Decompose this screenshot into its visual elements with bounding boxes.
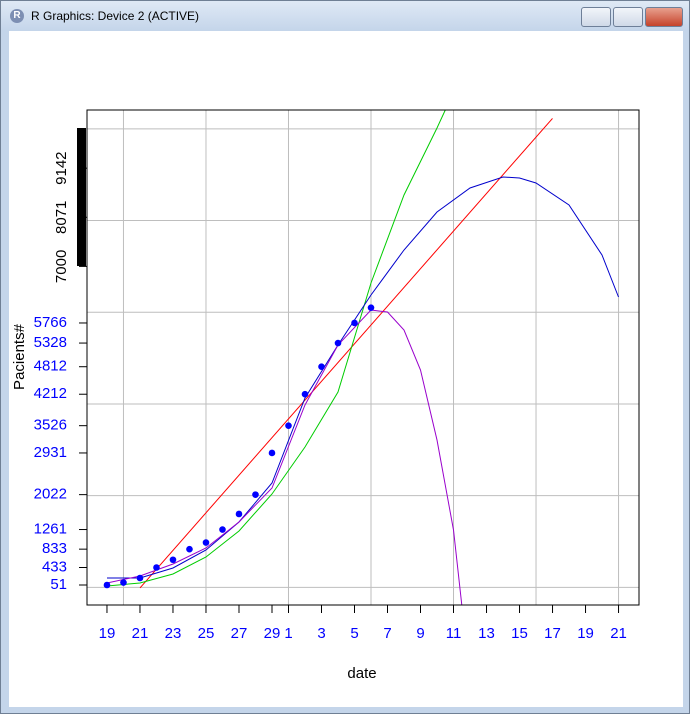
x-tick-label: 3 <box>317 625 325 642</box>
data-point <box>103 581 111 589</box>
maximize-button[interactable] <box>613 7 643 27</box>
data-point <box>334 339 342 347</box>
axes: 19 21 23 25 27 29 1 3 5 7 9 11 13 15 17 19 2151433833126… <box>34 151 627 641</box>
y-tick-label: 433 <box>42 558 67 575</box>
y-axis-label: Pacients# <box>11 323 28 390</box>
y-tick-label: 833 <box>42 540 67 557</box>
x-tick-label: 9 <box>416 625 424 642</box>
x-tick-label: 7 <box>383 625 391 642</box>
data-point <box>285 422 292 429</box>
x-tick-label: 21 <box>132 625 149 642</box>
data-point <box>318 363 325 371</box>
plot-area <box>103 110 619 605</box>
y-tick-label: 8071 <box>53 201 70 234</box>
x-tick-label: 27 <box>231 625 248 642</box>
fit-curve <box>139 118 553 589</box>
close-button[interactable] <box>645 7 683 27</box>
y-tick-label: 9142 <box>53 151 70 184</box>
data-point <box>136 574 144 582</box>
window-title: R Graphics: Device 2 (ACTIVE) <box>31 9 200 23</box>
title-bar: R R Graphics: Device 2 (ACTIVE) <box>1 1 689 31</box>
x-tick-label: 21 <box>610 625 627 642</box>
plot-frame <box>86 109 640 606</box>
data-point <box>120 579 127 586</box>
x-tick-label: 29 <box>264 625 281 642</box>
x-tick-label: 19 <box>577 625 594 642</box>
fit-curve <box>106 110 446 587</box>
minimize-button[interactable] <box>581 7 611 27</box>
data-point <box>202 539 210 546</box>
y-tick-label: 5766 <box>34 314 67 331</box>
y-tick-label: 7000 <box>53 250 70 283</box>
x-tick-label: 11 <box>446 625 462 642</box>
data-point <box>367 304 375 311</box>
x-tick-label: 1 <box>284 625 292 642</box>
y-tick-label: 2931 <box>34 444 67 461</box>
x-tick-label: 5 <box>350 625 358 642</box>
x-tick-label: 25 <box>198 625 215 642</box>
x-tick-label: 19 <box>99 625 116 642</box>
r-icon: R <box>10 9 24 23</box>
data-point <box>235 510 243 518</box>
data-point <box>252 491 259 498</box>
data-point <box>301 390 309 398</box>
y-tick-label: 2022 <box>34 486 67 503</box>
y-tick-label: 1261 <box>34 520 67 537</box>
graphics-canvas <box>9 31 683 707</box>
x-tick-label: 23 <box>165 625 182 642</box>
data-point <box>268 449 276 457</box>
data-point <box>186 545 193 553</box>
x-tick-label: 13 <box>478 625 495 642</box>
y-tick-label: 5328 <box>34 334 67 351</box>
y-tick-label: 3526 <box>34 417 67 434</box>
data-point <box>153 564 160 571</box>
y-tick-label: 4812 <box>34 358 67 375</box>
x-axis-label: date <box>347 665 376 682</box>
fit-curve <box>107 176 619 579</box>
grid <box>87 110 639 605</box>
x-tick-label: 17 <box>544 625 561 642</box>
data-point <box>351 319 358 327</box>
fit-curve <box>106 309 463 605</box>
x-tick-label: 15 <box>511 625 528 642</box>
y-tick-label: 51 <box>50 576 67 593</box>
data-point <box>169 556 177 564</box>
y-tick-label: 4212 <box>34 385 67 402</box>
data-point <box>219 526 226 533</box>
overlapping-ticks <box>77 128 86 266</box>
